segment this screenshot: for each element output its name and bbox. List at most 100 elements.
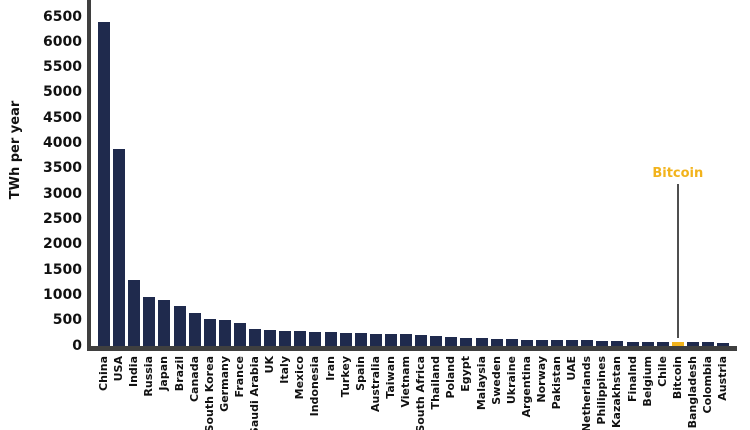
xlabel-kazakhstan: Kazakhstan xyxy=(610,356,624,428)
ytick-2500: 2500 xyxy=(43,210,82,227)
xlabel-ukraine: Ukraine xyxy=(504,356,518,405)
xlabel-bangladesh: Bangladesh xyxy=(685,356,699,429)
xlabel-pakistan: Pakistan xyxy=(550,356,563,410)
bar-russia xyxy=(143,296,156,346)
ytick-1000: 1000 xyxy=(43,286,82,303)
bar-usa xyxy=(113,148,126,346)
bar-uae xyxy=(566,340,579,346)
bar-taiwan xyxy=(384,333,397,346)
bar-netherlands xyxy=(581,340,594,346)
bar-south-africa xyxy=(415,334,428,346)
bar-belgium xyxy=(641,341,654,346)
bar-sweden xyxy=(490,338,503,346)
xlabel-iran: Iran xyxy=(323,356,337,381)
x-axis-line xyxy=(87,346,737,351)
bar-canada xyxy=(188,313,201,346)
bar-norway xyxy=(535,339,548,346)
xlabel-colombia: Colombia xyxy=(701,356,714,414)
bar-iran xyxy=(324,332,337,346)
bar-brazil xyxy=(173,305,186,346)
bar-pakistan xyxy=(551,339,563,346)
xlabel-egypt: Egypt xyxy=(459,356,473,392)
bar-turkey xyxy=(339,332,352,346)
ytick-2000: 2000 xyxy=(43,236,82,253)
xlabel-saudi-arabia: Saudi Arabia xyxy=(248,356,261,430)
ytick-3500: 3500 xyxy=(43,160,82,177)
bar-australia xyxy=(369,333,382,346)
xlabel-germany: Germany xyxy=(217,356,231,412)
ytick-500: 500 xyxy=(52,312,82,329)
bar-thailand xyxy=(430,335,443,346)
bar-egypt xyxy=(460,337,473,346)
bitcoin-annotation-label: Bitcoin xyxy=(652,166,704,181)
bar-japan xyxy=(158,300,171,346)
ytick-4000: 4000 xyxy=(43,135,82,152)
xlabel-netherlands: Netherlands xyxy=(580,356,594,430)
bar-philippines xyxy=(596,340,609,346)
ytick-3000: 3000 xyxy=(43,185,82,202)
xlabel-china: China xyxy=(97,356,110,391)
bar-uk xyxy=(264,330,277,346)
xlabel-philippines: Philippines xyxy=(595,356,609,425)
ytick-4500: 4500 xyxy=(43,109,82,126)
bar-south-korea xyxy=(203,319,216,346)
xlabel-belgium: Belgium xyxy=(640,356,654,407)
bar-indonesia xyxy=(309,331,322,346)
xlabel-usa: USA xyxy=(112,356,126,382)
ytick-1500: 1500 xyxy=(43,261,82,278)
xlabel-india: India xyxy=(127,356,141,387)
ytick-5500: 5500 xyxy=(43,59,82,76)
bar-spain xyxy=(354,333,367,346)
ytick-6000: 6000 xyxy=(43,33,82,50)
bar-ukraine xyxy=(505,339,518,346)
bar-saudi-arabia xyxy=(249,329,261,346)
xlabel-japan: Japan xyxy=(157,356,171,391)
xlabel-south-korea: South Korea xyxy=(202,356,216,430)
bar-austria xyxy=(717,342,730,346)
bar-india xyxy=(128,280,141,346)
bar-france xyxy=(233,322,246,346)
xlabel-canada: Canada xyxy=(187,356,201,403)
bar-chile xyxy=(656,341,669,346)
bar-vietnam xyxy=(400,334,412,346)
bar-finalnd xyxy=(626,341,639,346)
xlabel-brazil: Brazil xyxy=(172,356,186,392)
bitcoin-annotation-line xyxy=(676,184,679,339)
xlabel-vietnam: Vietnam xyxy=(399,356,412,408)
bar-malaysia xyxy=(475,338,488,346)
bar-china xyxy=(98,22,110,346)
xlabel-sweden: Sweden xyxy=(489,356,503,405)
bar-bangladesh xyxy=(686,342,699,346)
xlabel-finalnd: Finalnd xyxy=(625,356,639,403)
xlabel-australia: Australia xyxy=(368,356,382,412)
xlabel-spain: Spain xyxy=(353,356,367,391)
xlabel-bitcoin: Bitcoin xyxy=(670,356,684,400)
ytick-6500: 6500 xyxy=(43,8,82,25)
xlabel-italy: Italy xyxy=(278,356,292,384)
bar-germany xyxy=(218,319,231,346)
bar-italy xyxy=(279,330,292,346)
bar-poland xyxy=(445,337,458,346)
xlabel-thailand: Thailand xyxy=(429,356,443,410)
ytick-0: 0 xyxy=(72,337,82,354)
ytick-5000: 5000 xyxy=(43,84,82,101)
y-axis-line xyxy=(87,0,91,351)
xlabel-south-africa: South Africa xyxy=(414,356,428,430)
xlabel-taiwan: Taiwan xyxy=(383,356,397,399)
xlabel-turkey: Turkey xyxy=(338,356,352,398)
xlabel-austria: Austria xyxy=(716,356,730,401)
bar-argentina xyxy=(520,339,533,346)
xlabel-poland: Poland xyxy=(444,356,458,399)
bar-mexico xyxy=(294,331,307,346)
xlabel-france: France xyxy=(232,356,246,398)
xlabel-norway: Norway xyxy=(534,356,548,403)
xlabel-chile: Chile xyxy=(655,356,669,387)
xlabel-argentina: Argentina xyxy=(519,356,533,418)
xlabel-uae: UAE xyxy=(565,356,579,381)
xlabel-mexico: Mexico xyxy=(293,356,307,400)
bar-bitcoin xyxy=(671,342,684,346)
xlabel-malaysia: Malaysia xyxy=(474,356,488,411)
bar-kazakhstan xyxy=(611,341,624,346)
xlabel-russia: Russia xyxy=(142,356,156,397)
